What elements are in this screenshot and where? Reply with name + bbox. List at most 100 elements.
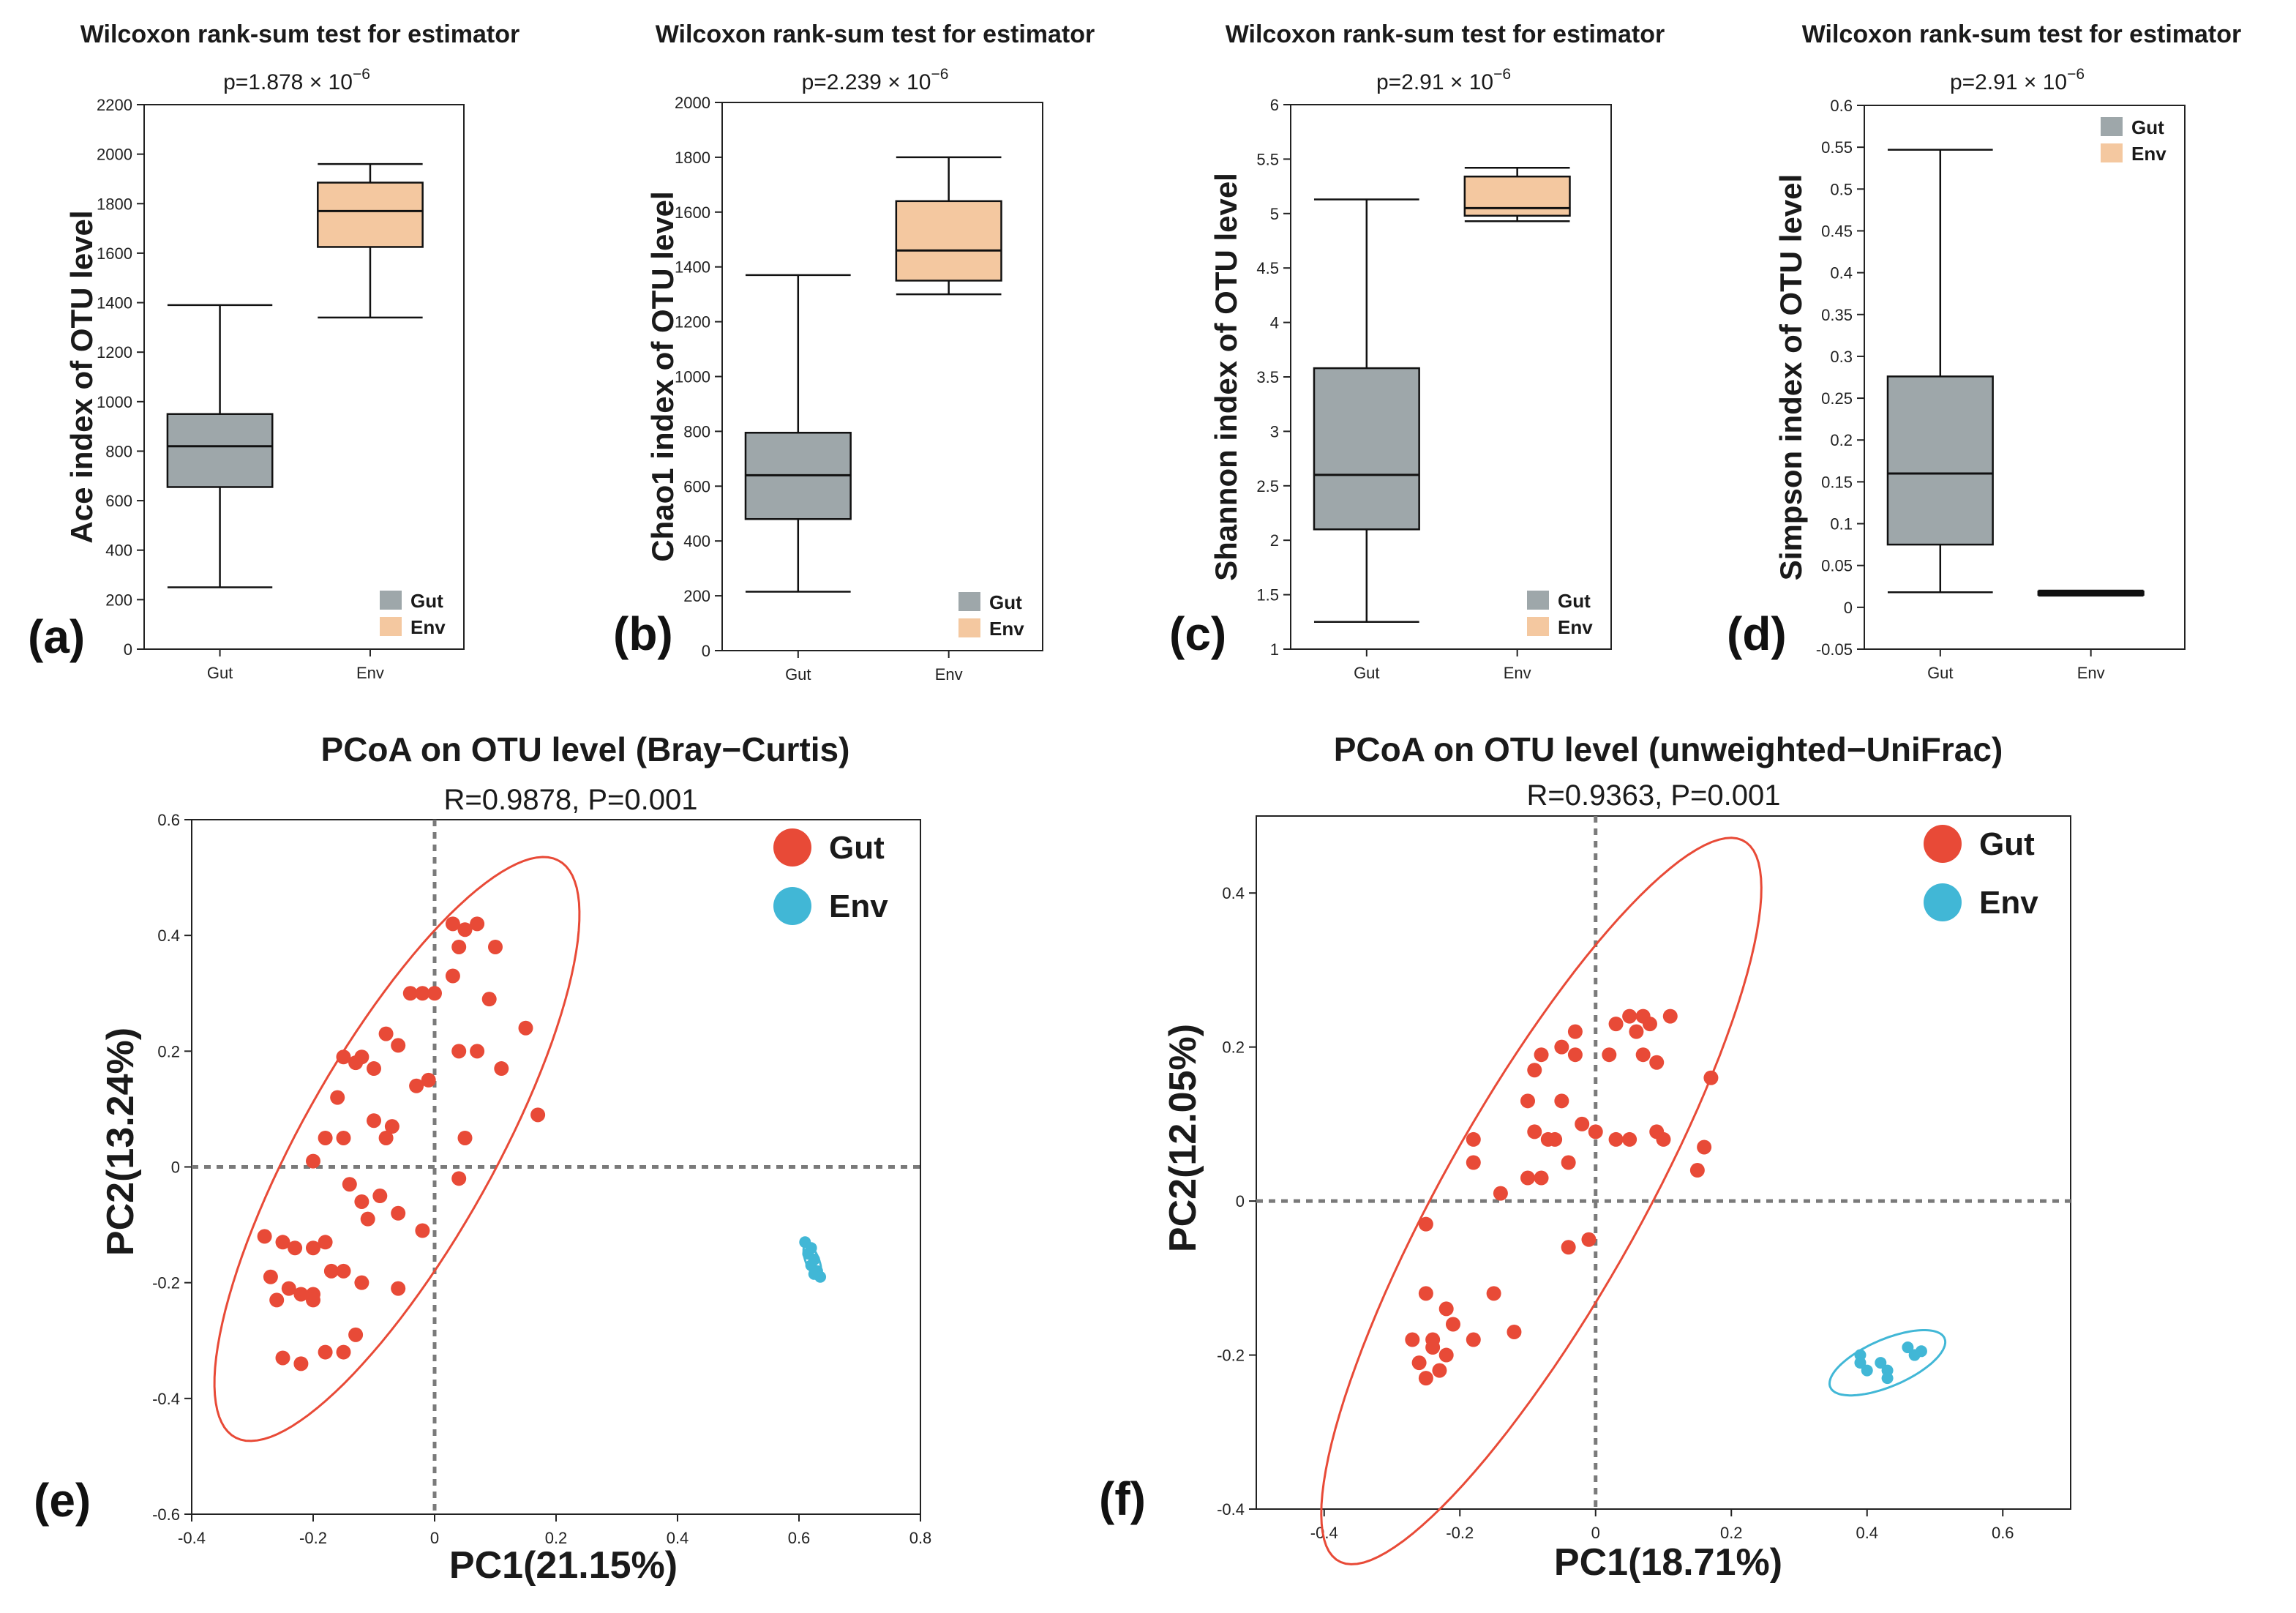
- panel-e-legend-label-gut: Gut: [829, 830, 885, 866]
- panel-e-panel-label: (e): [34, 1474, 91, 1527]
- panel-f-point-gut: [1405, 1332, 1420, 1347]
- panel-e-ytick-label: -0.2: [152, 1274, 180, 1292]
- panel-e-ylabel: PC2(13.24%): [100, 1028, 142, 1256]
- panel-f-ytick-label: -0.4: [1217, 1500, 1245, 1519]
- panel-b-ytick-label: 200: [683, 587, 710, 605]
- panel-d-panel-label: (d): [1727, 607, 1787, 660]
- panel-d-frame: [1864, 105, 2186, 650]
- panel-f-point-gut: [1635, 1047, 1651, 1063]
- panel-e-point-gut: [391, 1038, 406, 1053]
- panel-f-point-gut: [1534, 1047, 1549, 1063]
- panel-e-subtitle: R=0.9878, P=0.001: [444, 784, 698, 816]
- panel-e-point-gut: [367, 1061, 381, 1077]
- panel-d-ytick-label: 0.05: [1821, 557, 1853, 575]
- panel-c-ytick-label: 4: [1270, 314, 1279, 332]
- panel-b-ytick-label: 1000: [675, 368, 710, 386]
- panel-a-legend-label-gut: Gut: [410, 590, 443, 612]
- panel-e-point-gut: [367, 1113, 381, 1129]
- panel-d-ytick-label: 0.6: [1830, 97, 1853, 115]
- panel-e-ytick-label: 0.6: [157, 811, 180, 829]
- panel-a-ytick-label: 2000: [97, 146, 132, 164]
- panel-d-xtick-label-gut: Gut: [1927, 664, 1953, 682]
- panel-d-ytick-label: 0.1: [1830, 515, 1853, 534]
- panel-f-xtick-label: 0.4: [1856, 1524, 1878, 1542]
- panel-f-point-gut: [1493, 1186, 1508, 1201]
- panel-f-point-gut: [1445, 1317, 1460, 1332]
- panel-a-ytick-label: 1400: [97, 294, 132, 313]
- panel-e-point-gut: [451, 939, 467, 954]
- panel-f-point-gut: [1642, 1017, 1657, 1032]
- panel-a-ytick-label: 1800: [97, 195, 132, 213]
- panel-e-legend-marker-gut: [773, 828, 811, 867]
- panel-e-point-gut: [306, 1240, 320, 1256]
- panel-f-point-gut: [1649, 1055, 1665, 1070]
- panel-a-legend-label-env: Env: [410, 616, 446, 638]
- panel-e-point-gut: [530, 1107, 546, 1123]
- panel-e-xtick-label: -0.2: [299, 1529, 327, 1547]
- panel-c-box-env-iqr: [1463, 175, 1571, 217]
- panel-a-ytick-label: 400: [105, 542, 132, 560]
- panel-a-group: Wilcoxon rank-sum test for estimator p=1.…: [28, 20, 519, 682]
- panel-e-point-gut: [342, 1177, 357, 1192]
- panel-c-ytick-label: 1: [1270, 640, 1279, 659]
- panel-e-point-gut: [306, 1153, 320, 1169]
- panel-b-ytick-label: 1400: [675, 258, 710, 277]
- panel-b-xtick-label-env: Env: [935, 665, 963, 684]
- panel-a-ylabel: Ace index of OTU level: [64, 210, 99, 543]
- panel-f-point-gut: [1561, 1155, 1576, 1170]
- panel-e-xtick-label: 0.4: [667, 1529, 689, 1547]
- panel-a-title: Wilcoxon rank-sum test for estimator: [80, 20, 519, 48]
- panel-e-point-gut: [281, 1281, 296, 1296]
- panel-f-group: PCoA on OTU level (unweighted−UniFrac) R=…: [1099, 730, 2071, 1584]
- panel-c-legend-swatch-gut: [1527, 591, 1549, 610]
- panel-a-ytick-label: 800: [105, 442, 132, 460]
- panel-d-ylabel: Simpson index of OTU level: [1774, 174, 1808, 580]
- panel-a-box-env-iqr: [317, 181, 424, 248]
- panel-e-xtick-label: 0: [430, 1529, 439, 1547]
- panel-b-ytick-label: 1200: [675, 313, 710, 332]
- panel-c-xtick-label-env: Env: [1504, 664, 1531, 682]
- panel-e-point-gut: [257, 1229, 272, 1244]
- panel-e-point-gut: [451, 1171, 467, 1186]
- panel-f-point-gut: [1697, 1139, 1712, 1155]
- panel-f-point-gut: [1622, 1131, 1637, 1147]
- panel-c-legend-swatch-env: [1527, 617, 1549, 636]
- panel-f-point-gut: [1622, 1008, 1637, 1024]
- panel-f-xtick-label: 0.6: [1992, 1524, 2014, 1542]
- panel-b-ytick-label: 1600: [675, 203, 710, 222]
- panel-e-point-gut: [306, 1292, 320, 1308]
- panel-e-point-gut: [330, 1090, 345, 1105]
- panel-d-xtick-label-env: Env: [2077, 664, 2105, 682]
- panel-b-legend-swatch-env: [958, 618, 980, 637]
- panel-c-ytick-label: 3: [1270, 422, 1279, 441]
- panel-e-point-gut: [378, 1130, 394, 1145]
- panel-c-legend-label-env: Env: [1558, 616, 1593, 638]
- panel-d-ytick-label: -0.05: [1816, 640, 1853, 659]
- panel-e-point-gut: [323, 1263, 339, 1279]
- panel-e-point-gut: [421, 1072, 436, 1088]
- panel-f-point-gut: [1466, 1155, 1481, 1170]
- panel-a-ytick-label: 2200: [97, 96, 132, 114]
- panel-c-subtitle: p=2.91 × 10−6: [1376, 66, 1511, 94]
- panel-e-point-gut: [518, 1020, 533, 1036]
- panel-b-ytick-label: 2000: [675, 94, 710, 112]
- panel-f-point-env: [1875, 1357, 1887, 1369]
- panel-e-point-gut: [427, 986, 442, 1001]
- panel-f-point-env: [1881, 1372, 1894, 1385]
- panel-a-ytick-label: 200: [105, 591, 132, 609]
- panel-f-point-gut: [1486, 1286, 1501, 1301]
- panel-e-group: PCoA on OTU level (Bray−Curtis) R=0.9878,…: [34, 730, 931, 1587]
- panel-b-group: Wilcoxon rank-sum test for estimator p=2.…: [613, 20, 1095, 684]
- panel-a-ytick-label: 1200: [97, 343, 132, 362]
- panel-f-ylabel: PC2(12.05%): [1162, 1024, 1204, 1252]
- panel-c-ytick-label: 3.5: [1256, 368, 1279, 386]
- panel-f-point-gut: [1438, 1301, 1454, 1317]
- panel-a-xtick-label-env: Env: [356, 664, 384, 682]
- panel-f-ytick-label: 0.4: [1222, 884, 1245, 902]
- panel-b-legend-label-env: Env: [989, 618, 1024, 640]
- panel-e-point-gut: [488, 939, 503, 954]
- panel-f-point-gut: [1540, 1131, 1556, 1147]
- panel-f-point-gut: [1554, 1093, 1569, 1109]
- panel-e-point-env: [814, 1270, 827, 1283]
